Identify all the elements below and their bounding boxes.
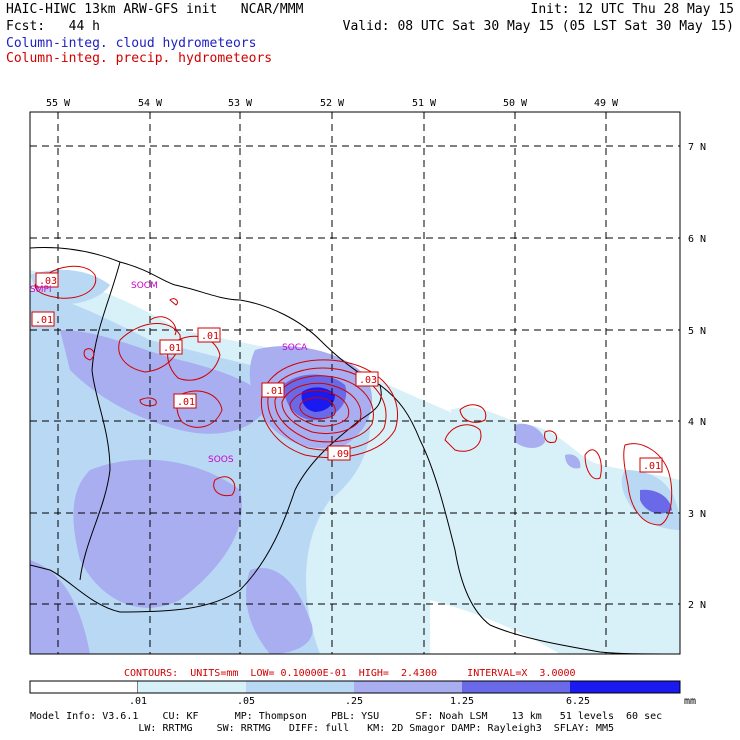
- station-soos: SOOS: [208, 455, 234, 465]
- station-smpi: SMPI: [30, 285, 52, 295]
- svg-text:.01: .01: [643, 461, 661, 472]
- svg-text:.01: .01: [163, 343, 181, 354]
- forecast-hour: Fcst: 44 h: [6, 19, 100, 34]
- station-labels: SMPI SOCM SOCA SOOS: [30, 281, 308, 465]
- contour-label: .01: [173, 393, 197, 409]
- contour-label: .03: [35, 272, 59, 288]
- legend-tick: .05: [236, 696, 256, 707]
- contour-label-group: .03 .01 .01 .01 .01 .01 .03 .09 .01: [31, 272, 663, 473]
- lon-labels: 55 W 54 W 53 W 52 W 51 W 50 W 49 W: [46, 98, 619, 109]
- init-time: Init: 12 UTC Thu 28 May 15: [530, 2, 735, 17]
- coastline: [30, 247, 680, 654]
- svg-text:.01: .01: [201, 331, 219, 342]
- shade-region-medium-3: [73, 459, 242, 608]
- shade-region-medium-5: [246, 568, 313, 654]
- svg-text:.03: .03: [359, 375, 377, 386]
- lon-label: 52 W: [320, 98, 345, 109]
- shade-region-core: [301, 387, 335, 412]
- station-soca: SOCA: [282, 343, 308, 353]
- lat-lon-grid: [30, 112, 680, 654]
- station-socm: SOCM: [131, 281, 158, 291]
- cloud-hydrometeor-shading: [30, 269, 680, 654]
- contour-label: .09: [327, 445, 351, 461]
- lat-labels: 7 N 6 N 5 N 4 N 3 N 2 N: [688, 142, 706, 611]
- contour-label: .01: [197, 327, 221, 343]
- lon-label: 55 W: [46, 98, 71, 109]
- legend-tick: .25: [344, 696, 364, 707]
- lat-label: 2 N: [688, 600, 706, 611]
- lat-label: 5 N: [688, 326, 706, 337]
- shade-region-east-blob-2: [565, 454, 581, 469]
- shade-region-edge-core: [640, 489, 672, 514]
- shade-region-east-blob: [515, 423, 545, 448]
- model-info-line1: Model Info: V3.6.1 CU: KF MP: Thompson P…: [30, 711, 663, 722]
- svg-text:.01: .01: [177, 397, 195, 408]
- lat-label: 4 N: [688, 417, 706, 428]
- border-suriname-guyane: [79, 261, 121, 581]
- shade-region-medium-4: [30, 560, 90, 654]
- contour-label: .01: [261, 382, 285, 398]
- model-info-line2: LW: RRTMG SW: RRTMG DIFF: full KM: 2D Sm…: [30, 723, 614, 734]
- contour-label: .03: [355, 371, 379, 387]
- plot-frame: [29, 111, 681, 655]
- valid-time: Valid: 08 UTC Sat 30 May 15 (05 LST Sat …: [342, 19, 734, 34]
- shade-region-medium-2: [60, 330, 270, 434]
- lon-label: 53 W: [228, 98, 253, 109]
- svg-text:.03: .03: [39, 276, 57, 287]
- precip-field-label: Column-integ. precip. hydrometeors: [6, 51, 273, 66]
- legend-tick: 6.25: [565, 696, 591, 707]
- legend-tick: .01: [128, 696, 148, 707]
- precip-contours: [34, 265, 673, 526]
- legend-tick: 1.25: [449, 696, 475, 707]
- lon-label: 54 W: [138, 98, 163, 109]
- lon-label: 51 W: [412, 98, 437, 109]
- svg-text:.01: .01: [35, 315, 53, 326]
- title-line: HAIC-HIWC 13km ARW-GFS init NCAR/MMM: [6, 2, 304, 17]
- contour-label: .01: [31, 311, 55, 327]
- lat-label: 3 N: [688, 509, 706, 520]
- lat-label: 7 N: [688, 142, 706, 153]
- legend-colorbar: [29, 680, 681, 694]
- svg-text:.09: .09: [331, 449, 349, 460]
- cloud-field-label: Column-integ. cloud hydrometeors: [6, 36, 257, 51]
- contour-info: CONTOURS: UNITS=mm LOW= 0.10000E-01 HIGH…: [124, 668, 576, 679]
- contour-label: .01: [159, 339, 183, 355]
- lon-label: 50 W: [503, 98, 528, 109]
- contour-label: .01: [639, 457, 663, 473]
- svg-text:.01: .01: [265, 386, 283, 397]
- lon-label: 49 W: [594, 98, 619, 109]
- lat-label: 6 N: [688, 234, 706, 245]
- legend-units: mm: [683, 696, 697, 707]
